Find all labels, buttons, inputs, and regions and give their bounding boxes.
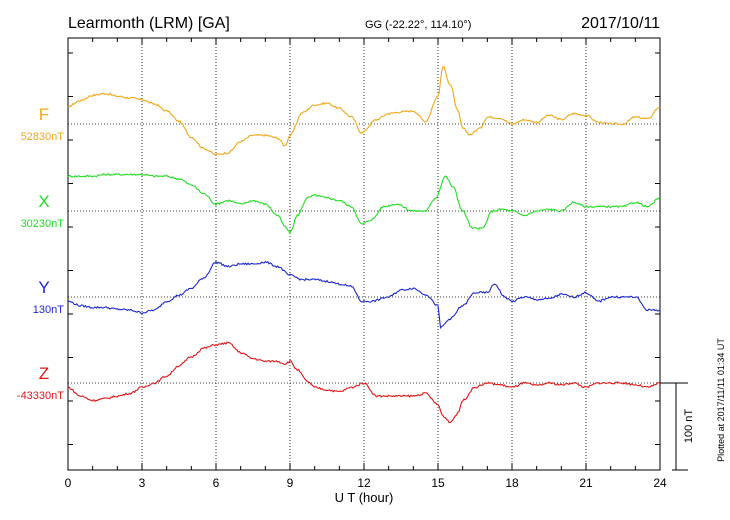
series-name-x: X: [38, 192, 49, 211]
frame-ticks: [67, 38, 661, 470]
x-tick-label-24: 24: [653, 476, 667, 490]
scale-bar: 100 nT: [660, 382, 695, 471]
series-labels: F 52830nT X 30230nT Y 130nT Z -43330nT: [17, 105, 64, 402]
x-tick-label-0: 0: [65, 476, 72, 490]
x-tick-labels: 0 3 6 9 12 15 18 21 24: [65, 476, 667, 490]
series-line-y: [67, 260, 661, 330]
station-coordinates: GG (-22.22°, 114.10°): [365, 19, 471, 31]
series-baseline-z: -43330nT: [17, 390, 64, 402]
series-baseline-x: 30230nT: [21, 218, 65, 230]
vertical-gridlines: [141, 38, 587, 470]
x-tick-label-21: 21: [579, 476, 593, 490]
x-tick-label-18: 18: [505, 476, 519, 490]
x-tick-label-12: 12: [357, 476, 371, 490]
series-baseline-y: 130nT: [33, 304, 64, 316]
series-line-f: [67, 66, 661, 156]
series-baseline-f: 52830nT: [21, 131, 65, 143]
station-title: Learmonth (LRM) [GA]: [68, 15, 230, 32]
series-line-z: [67, 341, 661, 424]
x-tick-label-15: 15: [431, 476, 445, 490]
x-axis-label: U T (hour): [335, 490, 394, 505]
x-tick-label-9: 9: [287, 476, 294, 490]
x-tick-label-3: 3: [139, 476, 146, 490]
series-line-x: [67, 172, 661, 235]
series-name-y: Y: [38, 278, 49, 297]
scale-bar-label: 100 nT: [683, 409, 695, 444]
plot-date: 2017/10/11: [581, 15, 660, 32]
series-lines: [67, 66, 661, 424]
series-name-z: Z: [39, 364, 49, 383]
series-name-f: F: [39, 105, 49, 124]
x-tick-label-6: 6: [213, 476, 220, 490]
plotted-at-note: Plotted at 2017/11/11 01:34 UT: [716, 338, 726, 462]
